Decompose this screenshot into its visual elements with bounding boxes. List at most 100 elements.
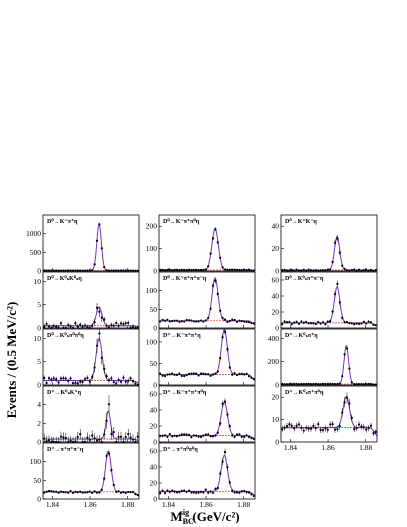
data-point xyxy=(338,382,341,385)
data-point xyxy=(331,423,334,426)
data-point xyxy=(127,269,130,272)
y-tick-label: 2 xyxy=(37,419,41,428)
y-tick-label: 0 xyxy=(275,438,279,447)
y-tick-label: 0 xyxy=(153,495,157,504)
data-point xyxy=(95,344,99,347)
data-point xyxy=(355,322,358,325)
data-point xyxy=(240,490,243,493)
data-point xyxy=(367,320,370,323)
x-tick-label: 1.86 xyxy=(321,443,334,452)
data-point xyxy=(305,269,308,272)
data-point xyxy=(183,374,186,378)
data-point xyxy=(348,402,351,405)
data-point xyxy=(81,380,84,384)
panel-frame xyxy=(158,442,256,500)
data-point xyxy=(293,269,296,272)
data-point xyxy=(159,372,162,375)
total-fit-curve xyxy=(43,306,140,328)
data-point xyxy=(209,374,212,377)
data-point xyxy=(283,426,286,429)
data-point xyxy=(233,268,236,271)
data-point xyxy=(112,269,115,272)
data-point xyxy=(161,318,164,321)
data-point xyxy=(67,379,70,382)
data-point xyxy=(283,268,286,271)
y-tick-label: 5 xyxy=(37,357,41,366)
data-point xyxy=(357,423,361,426)
data-point xyxy=(86,376,89,379)
data-point xyxy=(233,318,236,322)
data-point xyxy=(103,266,106,269)
total-fit-curve xyxy=(43,222,140,272)
data-point xyxy=(168,268,171,271)
data-point xyxy=(57,381,60,384)
data-point xyxy=(183,489,186,492)
data-point xyxy=(98,223,101,226)
y-tick-label: 10 xyxy=(34,334,42,343)
data-point xyxy=(47,325,51,328)
data-point xyxy=(79,269,82,272)
data-point xyxy=(360,322,363,325)
data-point xyxy=(245,268,248,272)
data-point xyxy=(166,435,169,438)
data-point xyxy=(219,356,222,360)
data-point xyxy=(43,376,46,380)
data-point xyxy=(45,269,48,272)
data-point xyxy=(228,268,231,271)
data-point xyxy=(341,375,344,378)
data-point xyxy=(124,435,127,439)
data-point xyxy=(129,491,132,494)
data-point xyxy=(199,372,203,375)
data-point xyxy=(250,493,253,496)
data-point xyxy=(178,434,181,437)
fit-panel: 0 20 40 60 D⁰→K⁰ₛπ⁺π⁻η xyxy=(272,271,378,333)
data-point xyxy=(166,268,169,272)
data-point xyxy=(59,490,63,493)
data-point xyxy=(372,383,375,386)
data-point xyxy=(355,427,358,430)
data-point xyxy=(47,377,51,380)
data-point xyxy=(216,292,219,296)
data-point xyxy=(168,320,171,323)
data-point xyxy=(185,318,188,322)
data-point xyxy=(324,427,327,430)
data-point xyxy=(297,423,301,426)
total-fit-curve xyxy=(159,227,256,272)
data-point xyxy=(243,268,246,271)
data-point xyxy=(211,373,215,376)
data-point xyxy=(317,269,320,272)
data-point xyxy=(202,372,205,375)
data-point xyxy=(134,440,137,444)
data-point xyxy=(199,268,203,272)
data-point xyxy=(59,377,63,380)
data-point xyxy=(321,382,325,385)
data-point xyxy=(324,269,327,272)
total-fit-curve xyxy=(43,337,140,384)
data-point xyxy=(173,319,176,322)
data-point xyxy=(305,320,308,324)
data-point xyxy=(228,481,231,484)
data-point xyxy=(252,269,255,272)
data-point xyxy=(307,268,310,271)
data-point xyxy=(192,268,195,271)
data-point xyxy=(100,488,103,491)
data-point xyxy=(345,347,349,350)
data-point xyxy=(86,491,89,494)
data-point xyxy=(59,435,63,438)
data-point xyxy=(178,372,181,375)
data-point xyxy=(79,432,82,436)
data-point xyxy=(103,433,106,436)
data-point xyxy=(103,367,106,370)
data-point xyxy=(199,490,203,494)
data-point xyxy=(71,440,75,444)
data-point xyxy=(127,321,130,325)
data-point xyxy=(233,491,236,494)
panel-frame xyxy=(280,385,378,443)
total-fit-curve xyxy=(43,450,140,497)
data-point xyxy=(64,436,67,440)
data-point xyxy=(204,373,207,376)
fit-panel: 0 50 100 1.84 1.86 1.88 D⁺→π⁺π⁺π⁻η xyxy=(30,442,140,509)
data-point xyxy=(355,269,358,272)
data-point xyxy=(185,433,188,436)
